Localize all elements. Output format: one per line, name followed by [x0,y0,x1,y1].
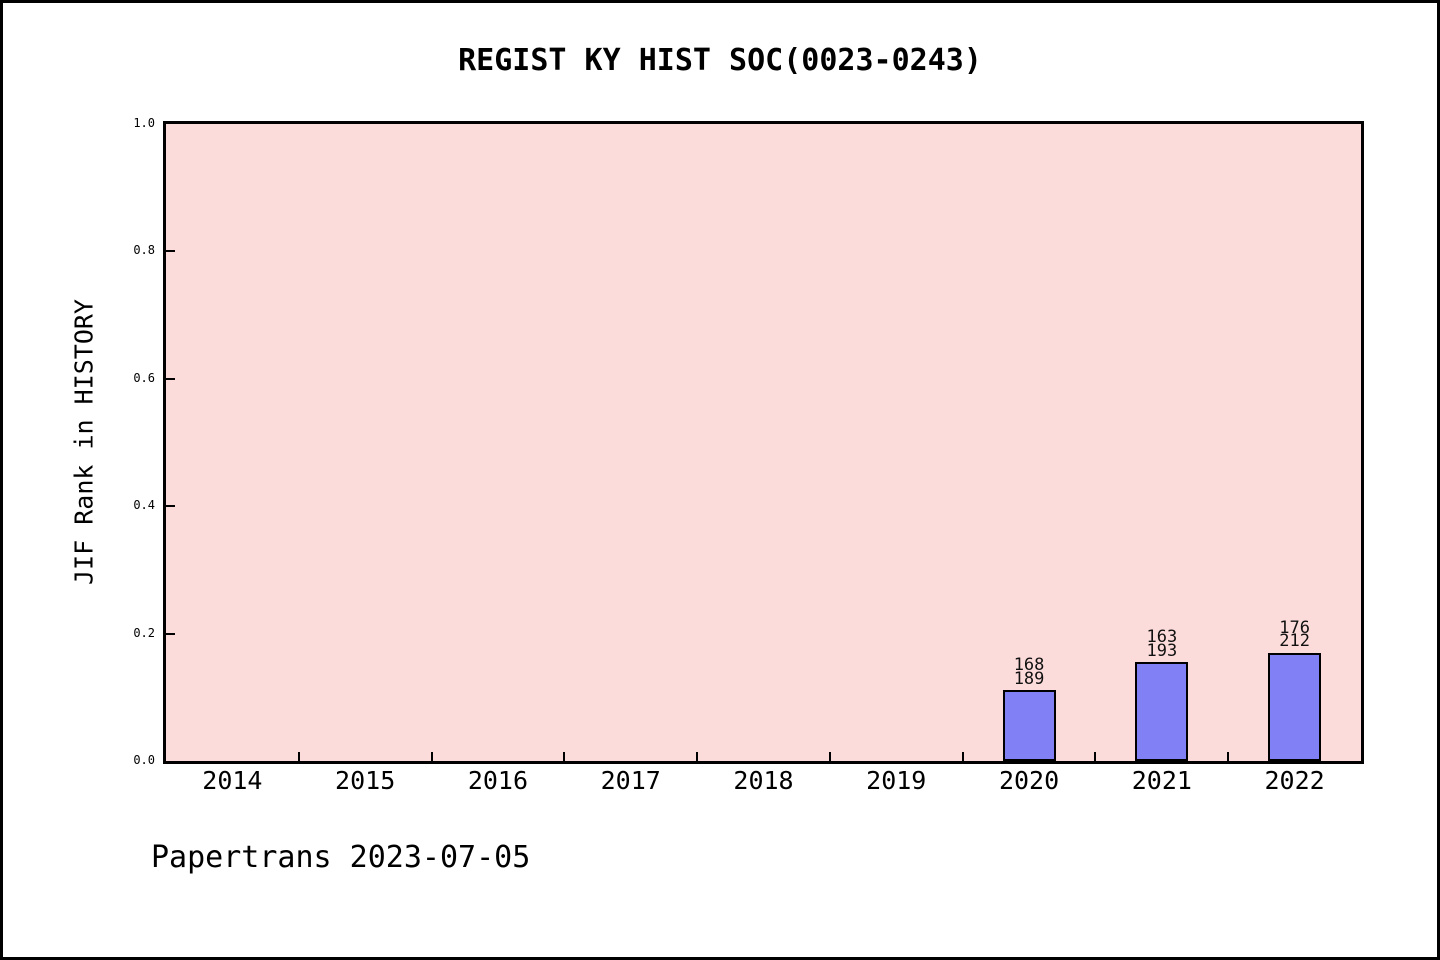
x-tick-label: 2018 [733,766,794,795]
x-tick-label: 2016 [467,766,529,795]
y-tick-label: 0.0 [133,753,155,767]
chart-title: REGIST KY HIST SOC(0023-0243) [458,43,982,78]
y-tick-mark [166,505,175,508]
bar-value-label: 168 189 [1013,655,1045,689]
x-tick-label: 2020 [998,766,1060,795]
bar-2020 [1002,690,1056,761]
y-tick-label: 0.6 [133,370,155,385]
y-tick-label: 0.8 [133,243,155,258]
x-tick-mark [696,752,699,761]
watermark-text: Papertrans 2023-07-05 [151,840,531,875]
x-tick-mark [828,752,831,761]
x-tick-mark [1094,752,1097,761]
x-tick-mark [430,752,433,761]
x-tick-label: 2017 [600,766,661,795]
x-tick-label: 2014 [202,766,263,795]
x-tick-label: 2015 [335,766,396,795]
x-tick-mark [1227,752,1230,761]
y-tick-mark [166,632,175,635]
plot-area [163,121,1364,764]
x-tick-mark [961,752,964,761]
bar-2021 [1135,662,1189,761]
y-tick-mark [166,377,175,380]
y-tick-label: 1.0 [133,116,155,130]
y-tick-label: 0.2 [133,625,155,640]
bar-value-label: 163 193 [1146,627,1178,661]
bar-value-label: 176 212 [1279,617,1310,652]
x-tick-mark [563,752,566,761]
y-axis-label: JIF Rank in HISTORY [69,299,99,585]
x-tick-label: 2022 [1264,766,1325,795]
x-tick-label: 2019 [866,766,927,795]
y-tick-label: 0.4 [133,498,155,513]
y-tick-mark [166,250,175,253]
bar-2022 [1268,652,1322,761]
x-tick-label: 2021 [1131,766,1192,795]
x-tick-mark [297,752,300,761]
